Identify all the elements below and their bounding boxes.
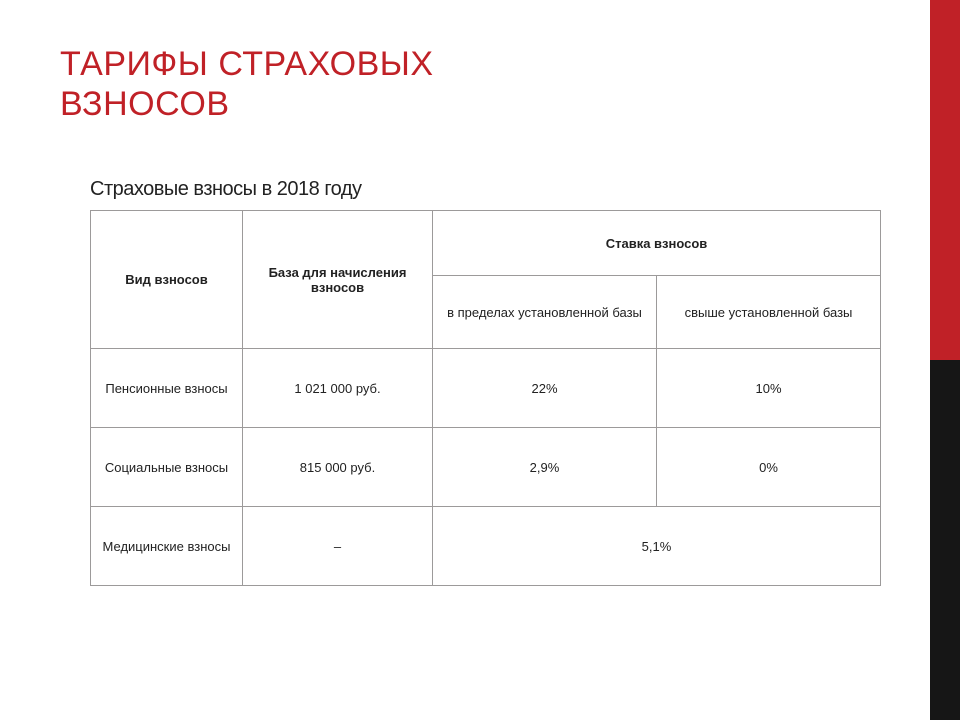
cell-kind: Медицинские взносы [91, 507, 243, 586]
accent-sidebar [930, 0, 960, 720]
col-base: База для начисления взносов [243, 211, 433, 349]
cell-kind: Социальные взносы [91, 428, 243, 507]
slide: ТАРИФЫ СТРАХОВЫХ ВЗНОСОВ Страховые взнос… [0, 0, 960, 720]
table-row: Социальные взносы 815 000 руб. 2,9% 0% [91, 428, 881, 507]
insurance-table: Вид взносов База для начисления взносов … [90, 210, 881, 586]
cell-base: 815 000 руб. [243, 428, 433, 507]
cell-kind: Пенсионные взносы [91, 349, 243, 428]
col-rate-group: Ставка взносов [433, 211, 881, 276]
table-row: Пенсионные взносы 1 021 000 руб. 22% 10% [91, 349, 881, 428]
cell-base: – [243, 507, 433, 586]
col-rate-within: в пределах установленной базы [433, 276, 657, 349]
table-row: Медицинские взносы – 5,1% [91, 507, 881, 586]
table-subtitle: Страховые взносы в 2018 году [90, 178, 362, 201]
cell-rate-merged: 5,1% [433, 507, 881, 586]
cell-above: 0% [657, 428, 881, 507]
table-header-row-1: Вид взносов База для начисления взносов … [91, 211, 881, 276]
accent-red [930, 0, 960, 360]
cell-within: 2,9% [433, 428, 657, 507]
accent-black [930, 360, 960, 720]
page-title: ТАРИФЫ СТРАХОВЫХ ВЗНОСОВ [60, 44, 434, 124]
col-rate-above: свыше установленной базы [657, 276, 881, 349]
insurance-table-wrap: Вид взносов База для начисления взносов … [90, 210, 880, 586]
cell-above: 10% [657, 349, 881, 428]
cell-within: 22% [433, 349, 657, 428]
col-kind: Вид взносов [91, 211, 243, 349]
cell-base: 1 021 000 руб. [243, 349, 433, 428]
